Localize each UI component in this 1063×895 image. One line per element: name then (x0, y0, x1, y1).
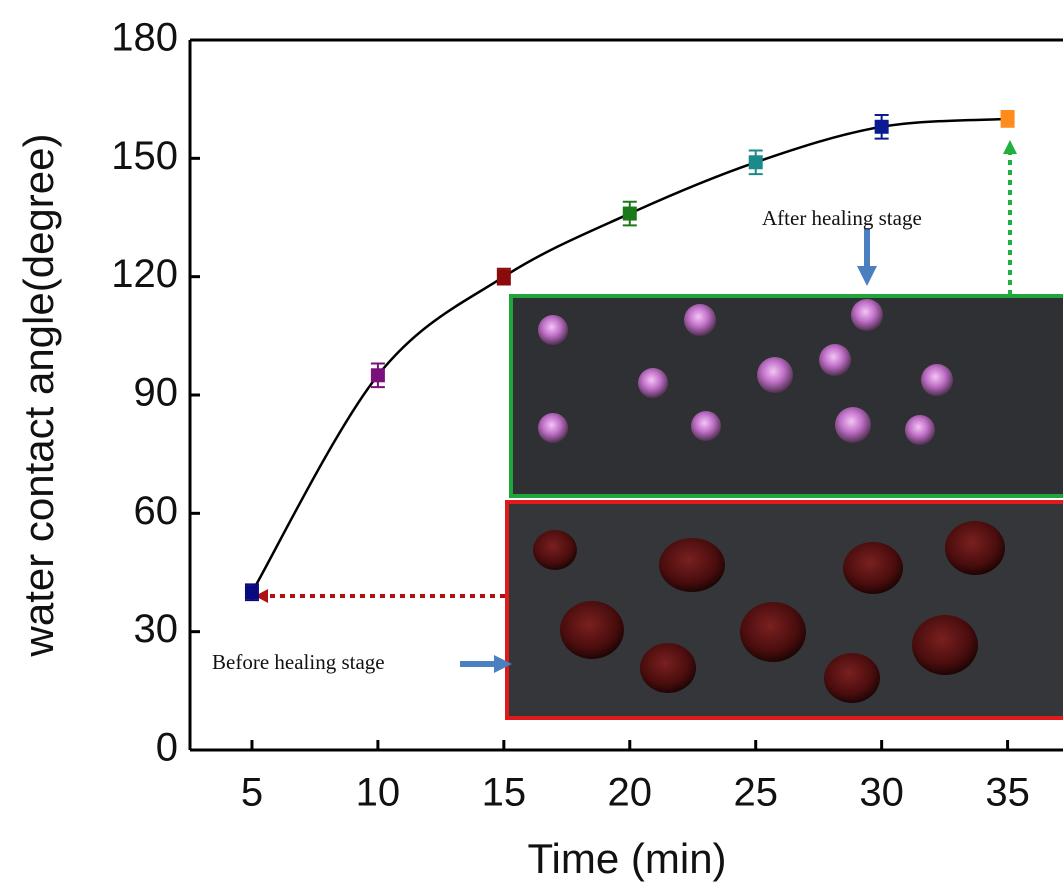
marker (623, 207, 637, 221)
y-tick-label: 30 (134, 607, 179, 651)
marker (749, 155, 763, 169)
x-tick-label: 10 (356, 771, 401, 815)
annotation: After healing stage (762, 206, 922, 230)
x-tick-label: 25 (733, 771, 778, 815)
marker (497, 270, 511, 284)
x-tick-label: 20 (608, 771, 653, 815)
annotation: Before healing stage (212, 650, 385, 674)
marker (371, 368, 385, 382)
y-tick-label: 90 (134, 371, 179, 415)
y-axis-title: water contact angle(degree) (15, 134, 62, 658)
y-tick-label: 150 (111, 134, 178, 178)
inset-after (511, 296, 1063, 496)
chart: After healing stage Before healing stage… (0, 0, 1063, 895)
inset-before (507, 502, 1063, 718)
x-tick-label: 5 (241, 771, 263, 815)
y-tick-label: 180 (111, 16, 178, 60)
x-tick-label: 15 (482, 771, 527, 815)
y-tick-label: 120 (111, 252, 178, 296)
marker (245, 585, 259, 599)
y-tick-label: 0 (156, 726, 178, 770)
marker (1001, 112, 1015, 126)
x-axis-title: Time (min) (527, 835, 726, 882)
x-tick-label: 30 (859, 771, 904, 815)
y-tick-label: 60 (134, 489, 179, 533)
marker (875, 120, 889, 134)
x-tick-label: 35 (985, 771, 1030, 815)
